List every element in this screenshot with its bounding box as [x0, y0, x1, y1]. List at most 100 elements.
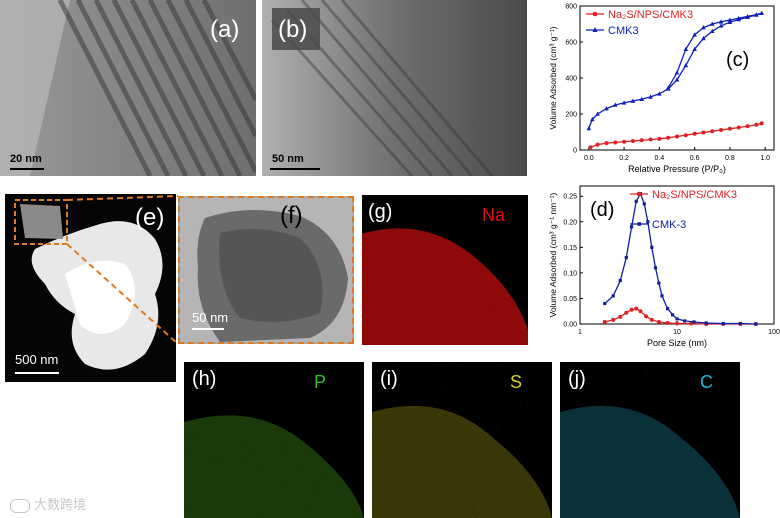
data-point — [727, 19, 733, 24]
data-point — [657, 136, 662, 141]
scalebar-label-b: 50 nm — [272, 153, 304, 165]
panel-label-a: (a) — [210, 16, 240, 43]
panel-label-e: (e) — [135, 204, 165, 231]
data-point — [586, 125, 592, 131]
data-point — [727, 17, 733, 22]
data-point — [718, 23, 724, 28]
legend-label: CMK-3 — [652, 219, 686, 231]
legend-label: CMK3 — [608, 25, 639, 37]
data-point — [638, 309, 643, 314]
data-point — [629, 225, 634, 229]
panel-label-j: (j) — [568, 368, 586, 390]
data-point — [646, 220, 650, 224]
series-line — [667, 12, 762, 89]
x-axis-label: Pore Size (nm) — [647, 338, 707, 348]
y-tick-label: 0.25 — [563, 194, 577, 201]
x-axis-label: Relative Pressure (P/P₀) — [628, 164, 726, 174]
x-tick-label: 0.0 — [584, 155, 594, 162]
data-point — [689, 321, 694, 326]
data-point — [624, 255, 628, 260]
stem-image-e: (e) 500 nm — [5, 194, 176, 382]
data-point — [642, 202, 646, 206]
legend-marker — [592, 11, 598, 17]
series-line — [604, 308, 756, 325]
data-point — [649, 317, 654, 322]
panel-label-g: (g) — [368, 201, 393, 223]
data-point — [590, 116, 595, 122]
data-point — [675, 321, 679, 326]
data-point — [595, 111, 600, 116]
scalebar-a — [10, 168, 44, 170]
data-point — [701, 25, 706, 30]
data-point — [604, 106, 609, 111]
y-tick-label: 0 — [573, 148, 577, 155]
scalebar-label-f: 50 nm — [192, 310, 229, 325]
data-point — [650, 245, 654, 249]
data-point — [618, 314, 623, 319]
data-point — [754, 322, 758, 326]
chart-d-svg: 1 10 100 0.00 0.05 0.10 0.15 0.20 0.25 Pore Size … — [548, 185, 780, 348]
x-tick-label: 100 — [768, 329, 780, 336]
y-tick-label: 0.20 — [563, 219, 577, 226]
data-point — [666, 135, 671, 140]
eds-map-c: (j) C — [560, 362, 740, 518]
chart-d: 1 10 100 0.00 0.05 0.10 0.15 0.20 0.25 Pore Size … — [530, 180, 780, 360]
data-point — [611, 317, 616, 322]
panel-label-b: (b) — [278, 16, 308, 43]
tem-image-f: (f) 50 nm — [178, 196, 354, 344]
panel-label-h: (h) — [192, 368, 217, 390]
p-map-texture — [184, 362, 364, 518]
data-point — [657, 281, 661, 285]
data-point — [630, 98, 636, 103]
y-tick-label: 0.15 — [563, 245, 577, 252]
data-point — [754, 122, 759, 127]
data-point — [704, 321, 708, 325]
legend-label: Na₂S/NPS/CMK3 — [608, 9, 693, 21]
watermark-icon — [10, 498, 30, 513]
watermark: 大数跨境 — [10, 494, 86, 513]
x-tick-label: 10 — [673, 329, 681, 336]
data-point — [665, 85, 671, 90]
x-tick-label: 0.2 — [619, 155, 629, 162]
legend-marker — [636, 191, 642, 197]
element-label-na: Na — [482, 205, 506, 225]
eds-map-s: (i) S — [372, 362, 552, 518]
data-point — [709, 21, 715, 26]
y-tick-label: 600 — [565, 40, 577, 47]
data-point — [701, 130, 706, 135]
data-point — [621, 100, 627, 105]
data-point — [618, 278, 622, 283]
data-point — [710, 129, 715, 134]
data-point — [634, 199, 638, 203]
panel-label-f: (f) — [280, 202, 303, 229]
data-point — [675, 317, 679, 321]
data-point — [670, 313, 675, 317]
tem-image-a: (a) 20 nm — [0, 0, 256, 176]
data-point — [692, 320, 696, 324]
data-point — [624, 310, 629, 315]
data-point — [630, 139, 635, 143]
tem-image-b: (b) 50 nm — [262, 0, 527, 176]
data-point — [675, 134, 679, 139]
data-point — [719, 128, 724, 133]
chart-c-svg: 0.0 0.2 0.4 0.6 0.8 1.0 0 200 400 600 800 Relative … — [548, 4, 775, 174]
panel-label: (c) — [726, 49, 749, 71]
data-point — [721, 321, 725, 326]
y-tick-label: 0.10 — [563, 270, 577, 277]
data-point — [701, 35, 706, 41]
data-point — [657, 91, 662, 96]
y-tick-label: 200 — [565, 112, 577, 119]
y-tick-label: 0.05 — [563, 296, 577, 303]
y-tick-label: 400 — [565, 76, 577, 83]
data-point — [736, 125, 741, 130]
data-point — [738, 321, 742, 326]
data-point — [648, 137, 653, 142]
data-point — [727, 126, 732, 131]
scalebar-label-a: 20 nm — [10, 153, 42, 165]
data-point — [683, 133, 688, 138]
y-tick-label: 800 — [565, 4, 577, 11]
s-map-texture — [372, 362, 552, 518]
y-axis-label: Volume Adsorbed (cm³ g⁻¹ nm⁻¹) — [548, 192, 558, 317]
data-point — [683, 46, 689, 51]
